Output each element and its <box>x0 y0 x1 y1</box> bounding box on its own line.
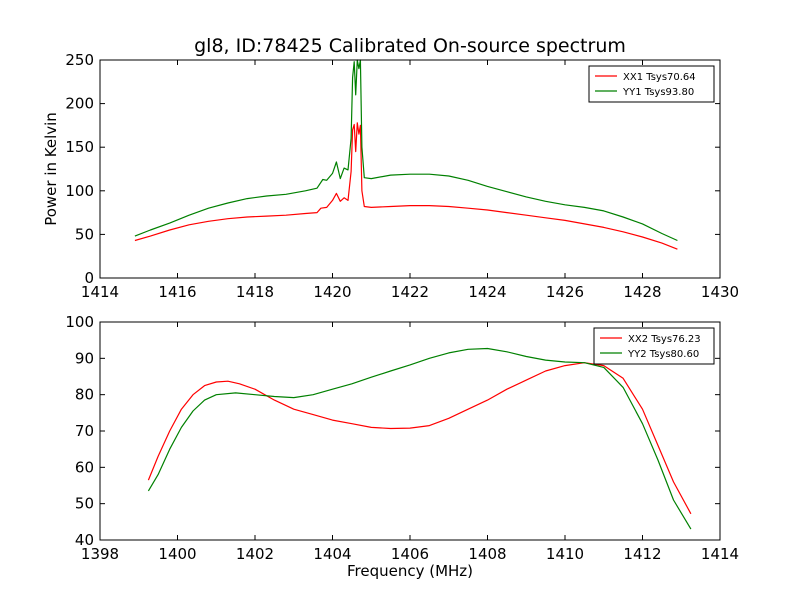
chart2-legend: XX2 Tsys76.23 YY2 Tsys80.60 <box>593 327 715 365</box>
chart1-x-tick-label: 1430 <box>701 283 739 301</box>
chart1-legend-label-1: XX1 Tsys70.64 <box>623 72 696 83</box>
chart2-x-tick-label: 1410 <box>546 545 584 563</box>
chart1-y-tick-label: 0 <box>84 269 94 287</box>
chart1-y-tick-label: 50 <box>75 225 94 243</box>
chart2-x-tick-label: 1408 <box>468 545 506 563</box>
chart2-y-tick-label: 90 <box>75 349 94 367</box>
chart1-x-tick-label: 1426 <box>546 283 584 301</box>
chart2-x-tick-label: 1402 <box>236 545 274 563</box>
chart2-x-tick-label: 1414 <box>701 545 739 563</box>
chart2-legend-label-1: XX2 Tsys76.23 <box>628 334 701 345</box>
chart1-x-tick-label: 1414 <box>81 283 119 301</box>
chart2-legend-label-2: YY2 Tsys80.60 <box>627 349 699 360</box>
chart2-legend-box <box>593 327 715 365</box>
chart1-x-tick-label: 1416 <box>158 283 196 301</box>
chart1-legend-label-2: YY1 Tsys93.80 <box>622 87 694 98</box>
chart2-x-tick-label: 1400 <box>158 545 196 563</box>
chart2-y-tick-label: 70 <box>75 422 94 440</box>
chart2-plot: 1398 1400 1402 1404 1406 1408 1410 1412 1414 40 50… <box>65 313 739 563</box>
chart1-plot: 1414 1416 1418 1420 1422 1424 1426 1428 1430 0 50 1… <box>65 51 739 301</box>
chart1-x-tick-label: 1424 <box>468 283 506 301</box>
chart2-y-tick-label: 80 <box>75 386 94 404</box>
chart2-x-axis-title: Frequency (MHz) <box>347 562 473 580</box>
chart2-series-line-1 <box>147 362 692 515</box>
chart1-y-tick-label: 100 <box>65 182 94 200</box>
chart1-series-line-2 <box>134 59 678 242</box>
chart1-legend-box <box>588 65 715 103</box>
chart1-x-tick-label: 1422 <box>391 283 429 301</box>
chart2-y-tick-label: 40 <box>75 531 94 549</box>
chart1-y-axis-title: Power in Kelvin <box>42 112 60 226</box>
chart2-series-line-2 <box>147 347 692 530</box>
chart1-y-tick-label: 250 <box>65 51 94 69</box>
chart1-x-tick-label: 1420 <box>313 283 351 301</box>
chart1-title: gl8, ID:78425 Calibrated On-source spect… <box>194 35 626 57</box>
chart2-y-tick-label: 60 <box>75 458 94 476</box>
chart1-y-tick-label: 150 <box>65 138 94 156</box>
chart2-y-tick-label: 50 <box>75 495 94 513</box>
chart1-legend: XX1 Tsys70.64 YY1 Tsys93.80 <box>588 65 715 103</box>
chart2-x-tick-label: 1406 <box>391 545 429 563</box>
chart1-series-line-1 <box>134 122 678 250</box>
chart2-x-tick-label: 1412 <box>623 545 661 563</box>
chart1-x-tick-label: 1418 <box>236 283 274 301</box>
chart2-x-tick-label: 1398 <box>81 545 119 563</box>
chart2-x-tick-label: 1404 <box>313 545 351 563</box>
chart1-x-tick-label: 1428 <box>623 283 661 301</box>
chart1-y-tick-label: 200 <box>65 95 94 113</box>
chart2-y-tick-label: 100 <box>65 313 94 331</box>
